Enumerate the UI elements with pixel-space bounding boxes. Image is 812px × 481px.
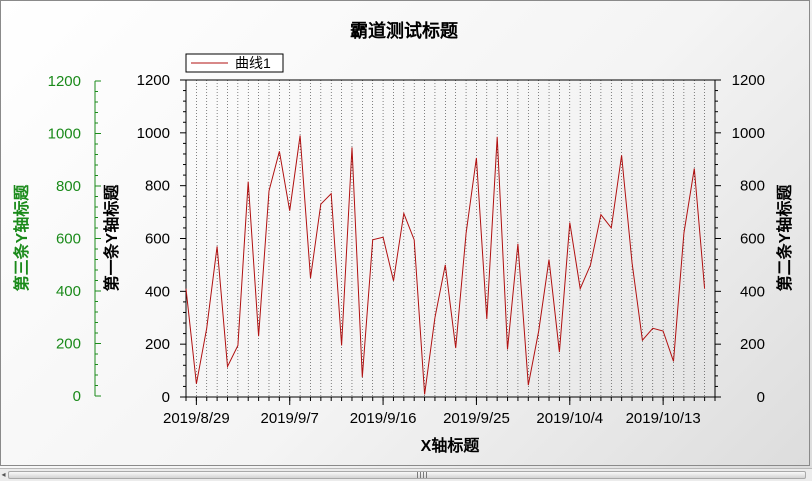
third-y-axis: 0 200 400 600 800 1000 1200: [48, 73, 101, 405]
right-tick-label: 0: [757, 389, 765, 406]
x-tick-label: 2019/10/4: [536, 410, 603, 427]
x-tick-label: 2019/9/25: [443, 410, 510, 427]
legend: 曲线1: [185, 53, 284, 73]
right-tick-label: 800: [740, 178, 765, 195]
chart-frame: [0, 0, 810, 466]
left-tick-label: 200: [145, 336, 170, 353]
x-axis: 2019/8/29 2019/9/7 2019/9/16 2019/9/25 2019/…: [163, 397, 716, 427]
x-tick-label: 2019/10/13: [626, 410, 701, 427]
chart-title: 霸道测试标题: [350, 20, 459, 41]
right-y-axis-title: 第二条Y轴标题: [775, 184, 794, 292]
right-tick-label: 1200: [732, 72, 765, 89]
third-tick-label: 400: [56, 283, 81, 300]
left-tick-label: 400: [145, 283, 170, 300]
x-tick-label: 2019/9/7: [261, 410, 319, 427]
right-tick-label: 1000: [732, 125, 765, 142]
x-tick-label: 2019/9/16: [350, 410, 417, 427]
left-tick-label: 1000: [137, 125, 170, 142]
chart: 霸道测试标题 0 200 400 600 800 1000 1200 0 200 400 600 8…: [12, 20, 794, 455]
left-tick-label: 800: [145, 178, 170, 195]
series-lines: [185, 135, 706, 395]
series-line: [185, 135, 706, 395]
left-tick-label: 0: [162, 389, 170, 406]
vertical-grid: [196, 80, 705, 397]
third-tick-label: 200: [56, 336, 81, 353]
scrollbar-thumb[interactable]: [8, 471, 806, 479]
left-y-axis-title: 第一条Y轴标题: [102, 184, 121, 292]
right-tick-label: 200: [740, 336, 765, 353]
third-y-axis-title: 第三条Y轴标题: [12, 184, 31, 292]
x-tick-label: 2019/8/29: [163, 410, 230, 427]
third-tick-label: 1000: [48, 126, 81, 143]
left-tick-label: 1200: [137, 72, 170, 89]
x-axis-title: X轴标题: [421, 436, 481, 455]
legend-box: [185, 53, 284, 73]
left-y-axis: 0 200 400 600 800 1000 1200: [137, 72, 186, 406]
scrollbar-grip-icon: [417, 472, 427, 478]
right-tick-label: 600: [740, 231, 765, 248]
third-tick-label: 1200: [48, 73, 81, 90]
scroll-left-arrow-icon[interactable]: ◂: [1, 470, 6, 479]
third-tick-label: 600: [56, 231, 81, 248]
legend-label: 曲线1: [235, 55, 271, 71]
third-tick-label: 800: [56, 178, 81, 195]
right-y-axis: 0 200 400 600 800 1000 1200: [715, 72, 765, 406]
right-tick-label: 400: [740, 283, 765, 300]
horizontal-scrollbar[interactable]: ◂: [0, 468, 812, 481]
third-tick-label: 0: [73, 388, 81, 405]
left-tick-label: 600: [145, 231, 170, 248]
